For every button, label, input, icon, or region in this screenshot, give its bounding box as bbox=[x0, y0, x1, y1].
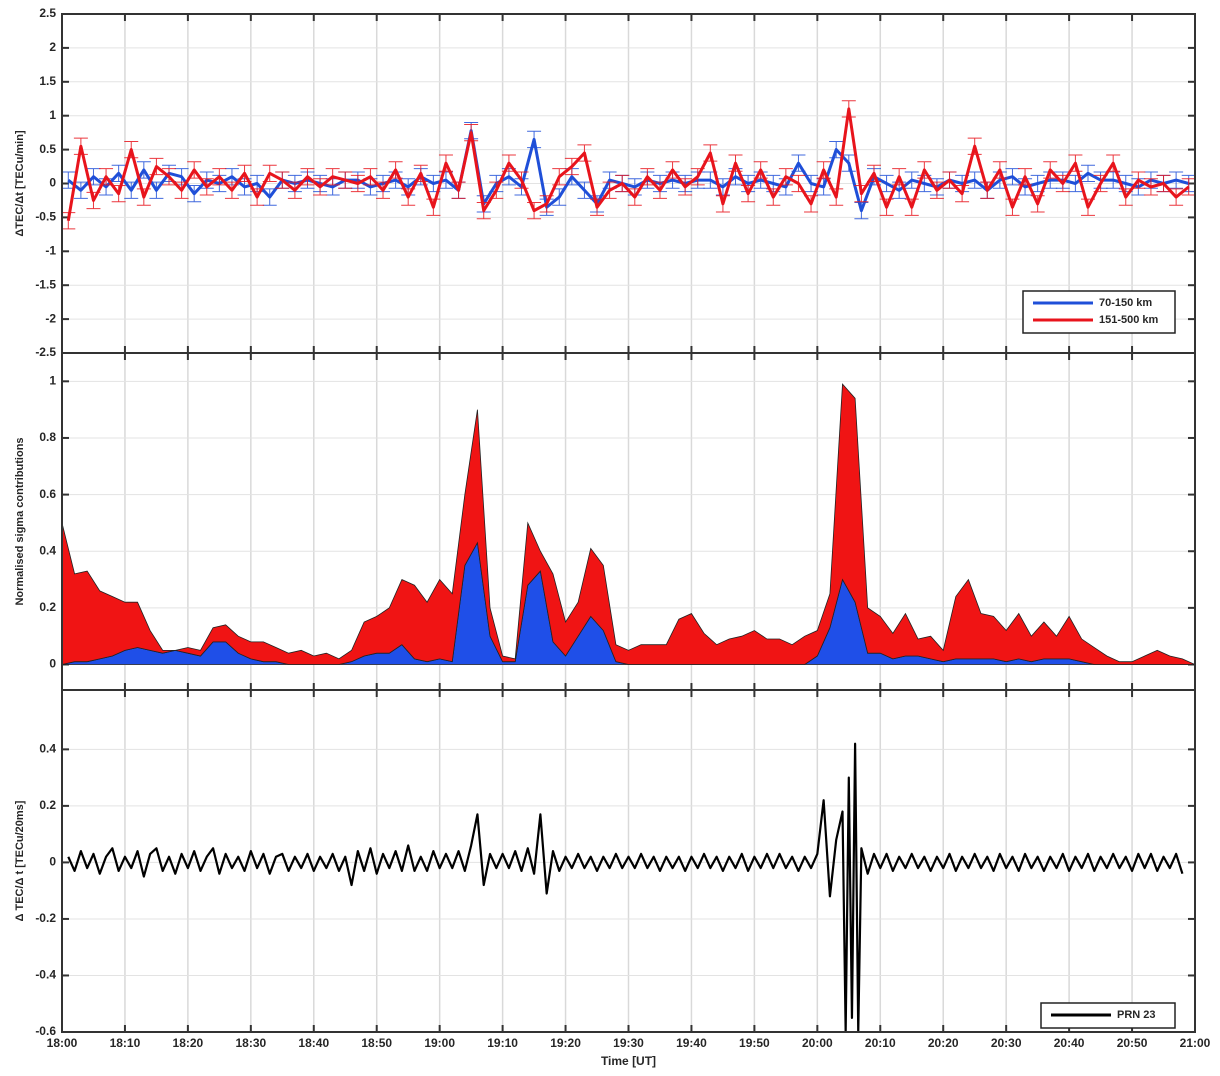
x-tick-label: 18:40 bbox=[298, 1036, 329, 1050]
y-axis-label: ΔTEC/Δt [TECu/min] bbox=[14, 130, 26, 237]
x-tick-label: 19:10 bbox=[487, 1036, 518, 1050]
axes-frame bbox=[61, 689, 1196, 1033]
y-tick-label: -2 bbox=[45, 311, 56, 325]
plot-area bbox=[62, 100, 1195, 230]
legend-label: 151-500 km bbox=[1099, 314, 1159, 326]
x-tick-label: 18:30 bbox=[235, 1036, 266, 1050]
y-axis-label: Δ TEC/Δ t [TECu/20ms] bbox=[14, 800, 26, 921]
y-tick-label: -2.5 bbox=[35, 345, 56, 359]
y-tick-label: 0.4 bbox=[39, 742, 56, 756]
legend-box bbox=[1022, 290, 1176, 334]
x-tick-label: 19:40 bbox=[676, 1036, 707, 1050]
x-tick-label: 19:30 bbox=[613, 1036, 644, 1050]
y-tick-label: -1.5 bbox=[35, 277, 56, 291]
series-line bbox=[67, 742, 1184, 1032]
x-tick-label: 20:50 bbox=[1117, 1036, 1148, 1050]
y-tick-label: 0.4 bbox=[39, 543, 56, 557]
legend-label: PRN 23 bbox=[1117, 1009, 1156, 1021]
x-tick-label: 20:30 bbox=[991, 1036, 1022, 1050]
x-tick-label: 19:20 bbox=[550, 1036, 581, 1050]
y-tick-label: 0.8 bbox=[39, 430, 56, 444]
y-tick-label: 0.2 bbox=[39, 798, 56, 812]
y-tick-label: 0 bbox=[49, 855, 56, 869]
x-tick-label: 18:10 bbox=[110, 1036, 141, 1050]
series-line bbox=[66, 107, 1190, 222]
stacked-area bbox=[62, 383, 1195, 665]
error-bar bbox=[1181, 178, 1195, 196]
y-tick-label: -0.4 bbox=[35, 968, 56, 982]
y-tick-label: 2 bbox=[49, 40, 56, 54]
y-tick-label: 1.5 bbox=[39, 74, 56, 88]
x-tick-label: 19:50 bbox=[739, 1036, 770, 1050]
plot-area bbox=[67, 742, 1184, 1032]
x-tick-label: 20:10 bbox=[865, 1036, 896, 1050]
x-tick-label: 20:00 bbox=[802, 1036, 833, 1050]
y-tick-label: 1 bbox=[49, 373, 56, 387]
y-tick-label: 0.2 bbox=[39, 600, 56, 614]
x-tick-label: 21:00 bbox=[1180, 1036, 1211, 1050]
x-tick-label: 20:20 bbox=[928, 1036, 959, 1050]
x-tick-label: 20:40 bbox=[1054, 1036, 1085, 1050]
x-axis-label: Time [UT] bbox=[601, 1054, 656, 1068]
x-tick-label: 18:00 bbox=[47, 1036, 78, 1050]
y-tick-label: -1 bbox=[45, 243, 56, 257]
plot-area bbox=[62, 383, 1195, 665]
y-tick-label: 0 bbox=[49, 176, 56, 190]
legend-label: 70-150 km bbox=[1099, 297, 1152, 309]
x-tick-label: 18:20 bbox=[173, 1036, 204, 1050]
y-tick-label: -0.6 bbox=[35, 1024, 56, 1038]
y-tick-label: -0.5 bbox=[35, 210, 56, 224]
y-tick-label: 1 bbox=[49, 108, 56, 122]
y-tick-label: 0 bbox=[49, 657, 56, 671]
y-tick-label: -0.2 bbox=[35, 911, 56, 925]
y-axis-label: Normalised sigma contributions bbox=[14, 437, 26, 605]
x-tick-label: 19:00 bbox=[424, 1036, 455, 1050]
y-tick-label: 0.6 bbox=[39, 487, 56, 501]
x-tick-label: 18:50 bbox=[361, 1036, 392, 1050]
y-tick-label: 0.5 bbox=[39, 142, 56, 156]
y-tick-label: 2.5 bbox=[39, 6, 56, 20]
